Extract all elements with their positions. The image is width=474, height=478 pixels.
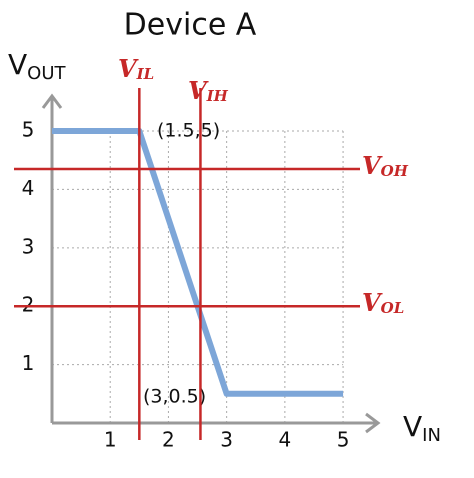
reference-label: VOH xyxy=(362,150,409,180)
x-tick-label: 4 xyxy=(278,428,291,452)
x-tick-label: 1 xyxy=(104,428,117,452)
reference-label-main: V xyxy=(362,150,383,179)
x-axis-label-main: V xyxy=(403,410,422,443)
y-tick-label: 3 xyxy=(22,234,35,258)
x-tick-label: 3 xyxy=(220,428,233,452)
x-tick-label: 2 xyxy=(162,428,175,452)
y-tick-label: 5 xyxy=(22,118,35,142)
reference-label: VOL xyxy=(362,288,404,318)
y-axis-label-main: V xyxy=(8,48,27,81)
y-tick-label: 1 xyxy=(22,351,35,375)
reference-label-sub: IH xyxy=(206,87,229,105)
y-tick-label: 4 xyxy=(22,176,35,200)
chart-title: Device A xyxy=(124,8,257,43)
reference-label-main: V xyxy=(362,288,383,317)
reference-label-main: V xyxy=(118,54,139,83)
reference-label-main: V xyxy=(188,76,209,105)
y-axis-label-sub: OUT xyxy=(27,63,66,84)
y-tick-label: 2 xyxy=(22,293,35,317)
reference-label-sub: OH xyxy=(381,162,409,180)
x-tick-label: 5 xyxy=(337,428,350,452)
reference-label: VIH xyxy=(188,76,229,106)
x-axis-arrow xyxy=(365,412,381,434)
reference-label: VIL xyxy=(118,54,154,84)
reference-label-sub: IL xyxy=(136,65,155,83)
annotation: (3,0.5) xyxy=(143,386,206,408)
data-line xyxy=(52,128,344,397)
annotation: (1.5,5) xyxy=(157,120,220,142)
reference-label-sub: OL xyxy=(381,299,405,317)
x-axis-label: VIN xyxy=(403,410,441,446)
x-axis-label-sub: IN xyxy=(422,425,441,446)
y-axis-arrow xyxy=(41,93,63,109)
y-axis-label: VOUT xyxy=(8,48,66,84)
